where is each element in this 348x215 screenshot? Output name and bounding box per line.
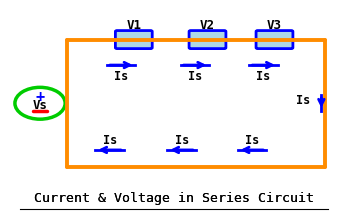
Text: Is: Is: [175, 134, 189, 147]
Text: +: +: [35, 91, 45, 105]
Text: Is: Is: [103, 134, 117, 147]
FancyBboxPatch shape: [116, 31, 152, 49]
Text: Vs: Vs: [32, 99, 48, 112]
Text: Is: Is: [114, 70, 128, 83]
Text: Current & Voltage in Series Circuit: Current & Voltage in Series Circuit: [34, 192, 314, 205]
Text: Is: Is: [296, 94, 310, 107]
Text: Is: Is: [256, 70, 270, 83]
Text: Current & Voltage in Series Circuit: Current & Voltage in Series Circuit: [34, 192, 314, 205]
Text: Is: Is: [188, 70, 202, 83]
FancyBboxPatch shape: [189, 31, 226, 49]
Text: V1: V1: [126, 19, 141, 32]
Text: V2: V2: [200, 19, 215, 32]
Text: V3: V3: [267, 19, 282, 32]
Text: Is: Is: [245, 134, 259, 147]
FancyBboxPatch shape: [256, 31, 293, 49]
